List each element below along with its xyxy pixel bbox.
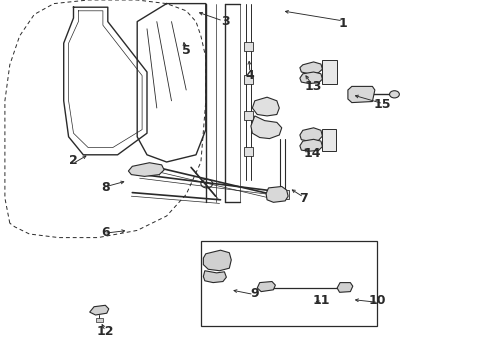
Bar	[96, 318, 103, 322]
Polygon shape	[348, 86, 375, 103]
Polygon shape	[300, 62, 322, 74]
Text: 6: 6	[101, 226, 110, 239]
Polygon shape	[266, 186, 288, 202]
Text: 11: 11	[312, 294, 330, 307]
Bar	[322, 129, 336, 151]
Bar	[244, 147, 253, 156]
Text: 7: 7	[299, 192, 308, 204]
Polygon shape	[251, 116, 282, 139]
Text: 5: 5	[182, 44, 191, 57]
Polygon shape	[90, 305, 109, 315]
Text: 8: 8	[101, 181, 110, 194]
Text: 10: 10	[368, 294, 386, 307]
Text: 2: 2	[69, 154, 78, 167]
Text: 1: 1	[339, 17, 347, 30]
Text: 3: 3	[221, 15, 230, 28]
Bar	[244, 42, 253, 51]
Bar	[244, 75, 253, 84]
Text: 13: 13	[305, 80, 322, 93]
Bar	[201, 241, 377, 326]
Bar	[244, 111, 253, 120]
Polygon shape	[128, 163, 164, 176]
Polygon shape	[257, 282, 275, 292]
Text: 15: 15	[373, 98, 391, 111]
Polygon shape	[337, 283, 353, 292]
Polygon shape	[203, 271, 226, 283]
Bar	[277, 190, 289, 199]
Polygon shape	[300, 128, 322, 141]
Text: 14: 14	[304, 147, 321, 159]
Bar	[322, 60, 337, 84]
Polygon shape	[300, 72, 322, 84]
Text: 12: 12	[97, 325, 114, 338]
Text: 4: 4	[245, 69, 254, 82]
Polygon shape	[252, 97, 279, 116]
Polygon shape	[203, 250, 231, 271]
Text: 9: 9	[250, 287, 259, 300]
Circle shape	[390, 91, 399, 98]
Polygon shape	[300, 139, 322, 151]
